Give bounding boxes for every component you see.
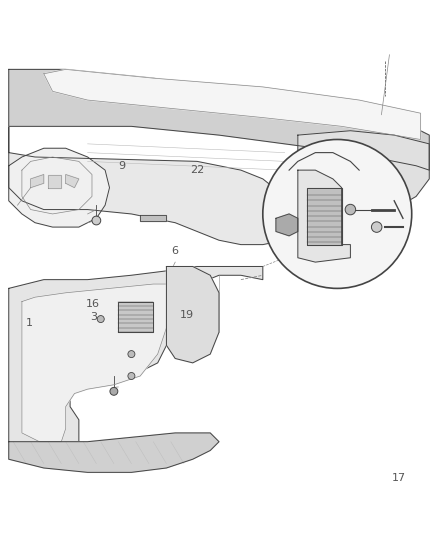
Polygon shape	[31, 174, 44, 188]
Circle shape	[110, 387, 118, 395]
Circle shape	[371, 222, 382, 232]
Polygon shape	[166, 266, 219, 363]
Text: 16: 16	[85, 298, 99, 309]
Polygon shape	[9, 433, 219, 472]
Text: 3: 3	[90, 312, 97, 322]
Polygon shape	[140, 215, 166, 221]
Text: 10: 10	[368, 217, 382, 228]
Polygon shape	[44, 69, 420, 140]
Circle shape	[263, 140, 412, 288]
Circle shape	[128, 351, 135, 358]
Text: 17: 17	[392, 473, 406, 482]
Polygon shape	[66, 174, 79, 188]
Polygon shape	[9, 148, 110, 227]
Polygon shape	[9, 69, 429, 170]
Circle shape	[128, 373, 135, 379]
Polygon shape	[48, 174, 61, 188]
Text: 20: 20	[307, 174, 321, 184]
Polygon shape	[9, 126, 298, 245]
Polygon shape	[22, 284, 184, 442]
Text: 1: 1	[26, 318, 33, 328]
Polygon shape	[307, 188, 342, 245]
Text: 11: 11	[368, 200, 382, 210]
Polygon shape	[118, 302, 153, 332]
Polygon shape	[298, 170, 350, 262]
Circle shape	[92, 216, 101, 225]
Text: 9: 9	[118, 161, 125, 171]
Text: 22: 22	[191, 165, 205, 175]
Circle shape	[97, 316, 104, 322]
Circle shape	[345, 204, 356, 215]
Text: 21: 21	[283, 200, 297, 210]
Text: 6: 6	[171, 246, 178, 256]
Text: 19: 19	[180, 310, 194, 320]
Polygon shape	[9, 266, 263, 450]
Polygon shape	[276, 214, 298, 236]
Polygon shape	[298, 131, 429, 223]
